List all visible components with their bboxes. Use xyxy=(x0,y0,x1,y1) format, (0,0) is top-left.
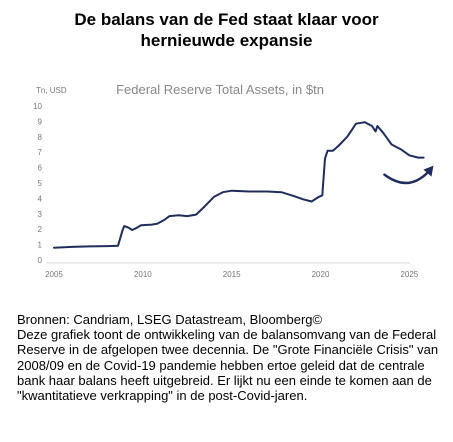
chart-description: Deze grafiek toont de ontwikkeling van d… xyxy=(17,327,439,404)
y-tick-label-4: 4 xyxy=(38,194,43,203)
series-line-0 xyxy=(53,121,425,249)
y-axis-label: Tn, USD xyxy=(36,86,67,95)
y-tick-label-0: 0 xyxy=(38,256,43,265)
fed-assets-chart: Federal Reserve Total Assets, in $tn Tn,… xyxy=(33,82,434,279)
y-tick-label-2: 2 xyxy=(38,225,43,234)
annotation-layer xyxy=(383,165,434,185)
x-tick-label-2010: 2010 xyxy=(134,270,152,279)
y-tick-label-8: 8 xyxy=(38,133,43,142)
curved-arrow-icon xyxy=(383,165,434,185)
y-tick-label-6: 6 xyxy=(38,164,43,173)
y-tick-label-5: 5 xyxy=(38,179,43,188)
page-title-line-2: hernieuwde expansie xyxy=(140,31,313,50)
series-layer xyxy=(53,121,425,249)
caption: Bronnen: Candriam, LSEG Datastream, Bloo… xyxy=(17,312,442,403)
y-tick-label-1: 1 xyxy=(38,241,43,250)
sources-line: Bronnen: Candriam, LSEG Datastream, Bloo… xyxy=(17,312,323,327)
page-title-line-1: De balans van de Fed staat klaar voor xyxy=(74,10,379,29)
chart-title: Federal Reserve Total Assets, in $tn xyxy=(116,82,324,97)
y-tick-label-10: 10 xyxy=(33,102,42,111)
y-tick-label-3: 3 xyxy=(38,210,43,219)
x-tick-label-2015: 2015 xyxy=(223,270,241,279)
y-tick-labels: 0 1 2 3 4 5 6 7 8 9 10 xyxy=(33,102,42,265)
y-tick-label-9: 9 xyxy=(38,117,43,126)
x-tick-label-2020: 2020 xyxy=(312,270,330,279)
x-tick-label-2025: 2025 xyxy=(400,270,418,279)
y-tick-label-7: 7 xyxy=(38,148,43,157)
x-tick-label-2005: 2005 xyxy=(45,270,63,279)
page-title: De balans van de Fed staat klaar voor he… xyxy=(0,9,453,51)
x-tick-labels: 2005 2010 2015 2020 2025 xyxy=(45,270,419,279)
